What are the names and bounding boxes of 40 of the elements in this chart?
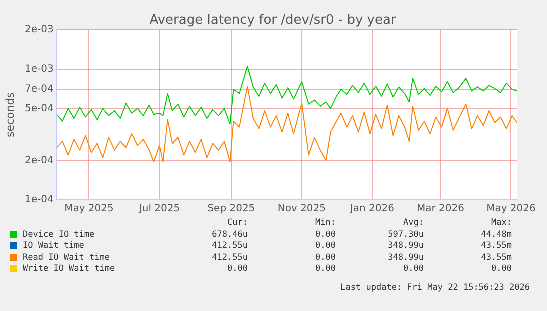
text: 597.30u	[387, 230, 424, 241]
legend-label: Read IO Wait time	[22, 252, 111, 264]
text: 43.55m	[480, 252, 512, 264]
text: 348.99u	[387, 241, 424, 252]
legend-label: Write IO Wait time	[22, 264, 116, 276]
text: Min:	[314, 218, 336, 230]
text: Last update: Fri May 22 15:56:23 2026	[340, 283, 530, 293]
x-tick-label: Jan 2026	[349, 204, 395, 215]
y-tick-label: 2e-03	[24, 24, 54, 36]
legend-label: IO Wait time	[22, 241, 86, 252]
x-tick-label: May 2026	[486, 204, 536, 215]
y-tick-label: 5e-04	[24, 103, 54, 114]
text: 44.48m	[480, 230, 512, 241]
text: 0.00	[226, 264, 248, 276]
chart-title: Average latency for /dev/sr0 - by year	[150, 13, 397, 28]
x-tick-label: Nov 2025	[278, 204, 326, 215]
x-tick-label: May 2025	[64, 204, 114, 215]
legend-label: Device IO time	[22, 230, 96, 241]
y-tick-label: 2e-04	[24, 155, 54, 166]
text: 0.00	[402, 264, 424, 276]
y-tick-label: 7e-04	[24, 84, 54, 96]
x-tick-label: Mar 2026	[416, 204, 464, 215]
text: Max:	[490, 218, 512, 230]
text: 678.46u	[211, 230, 248, 241]
text: Avg:	[402, 218, 424, 230]
text: 43.55m	[480, 241, 512, 252]
text: 0.00	[314, 252, 336, 264]
text: 0.00	[314, 264, 336, 276]
x-tick-label: Jul 2025	[138, 204, 180, 215]
text: 412.55u	[211, 241, 248, 252]
text: 0.00	[490, 264, 512, 276]
y-tick-label: 1e-03	[24, 64, 54, 75]
y-tick-label: 1e-04	[24, 194, 54, 206]
text: 348.99u	[387, 252, 424, 264]
text: Cur:	[226, 218, 248, 230]
y-axis-title: seconds	[4, 92, 17, 138]
text: 412.55u	[211, 252, 248, 264]
text: 0.00	[314, 241, 336, 252]
text: 0.00	[314, 230, 336, 241]
x-tick-label: Sep 2025	[208, 204, 256, 215]
